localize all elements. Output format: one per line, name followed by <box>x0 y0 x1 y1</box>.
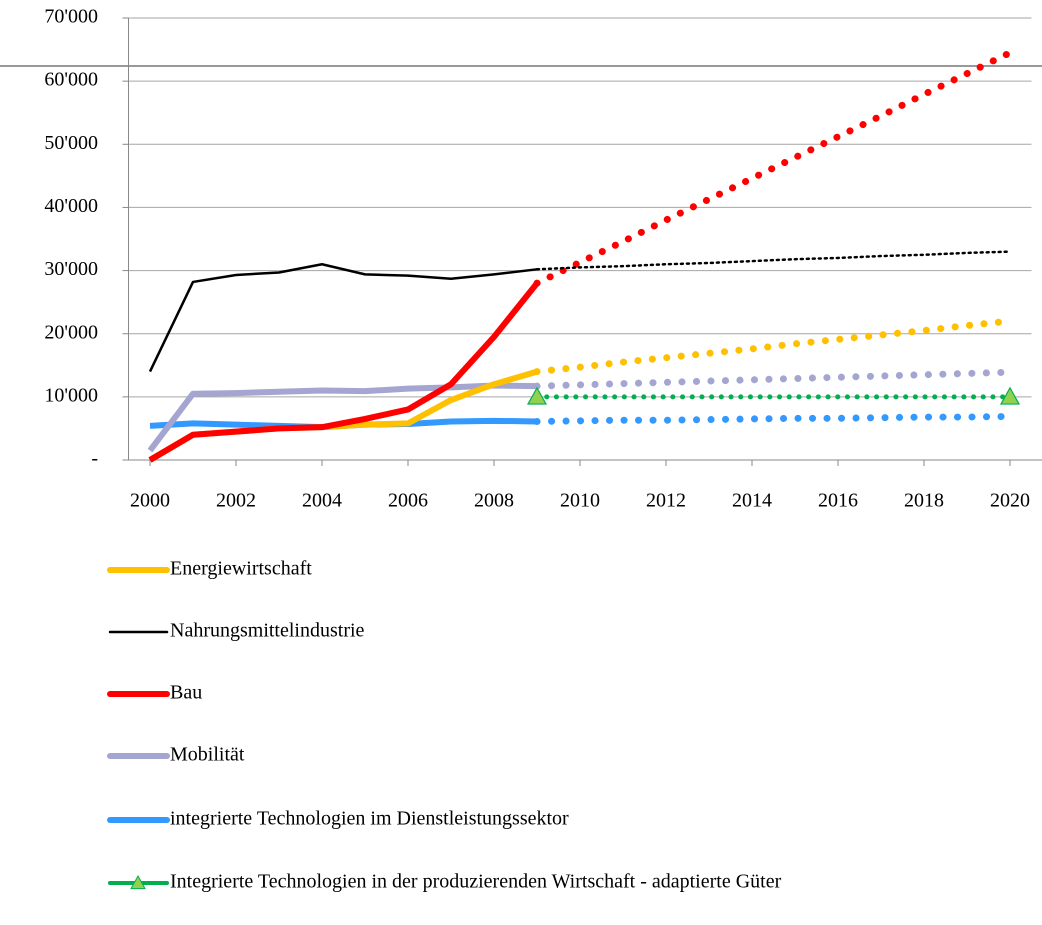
x-tick-label: 2008 <box>474 490 514 512</box>
series-line <box>148 263 538 373</box>
forecast-line <box>533 412 1014 425</box>
x-tick-label: 2004 <box>302 490 342 512</box>
legend-marker <box>130 874 146 890</box>
y-tick-label: 60'000 <box>44 69 98 91</box>
legend: Energiewirtschaft Nahrungsmittelindustrie… <box>107 558 782 893</box>
x-tick-label: 2012 <box>646 490 686 512</box>
x-tick-label: 2006 <box>388 490 428 512</box>
y-tick-label: 70'000 <box>44 6 98 28</box>
x-tick-label: 2020 <box>990 490 1030 512</box>
forecast-line <box>535 250 1012 271</box>
forecast-line <box>533 49 1014 287</box>
y-tick-label: 20'000 <box>44 321 98 343</box>
legend-label: Mobilität <box>170 744 245 766</box>
legend-label: Bau <box>170 682 202 704</box>
series-line <box>147 382 538 453</box>
y-tick-label: 50'000 <box>44 132 98 154</box>
x-tick-label: 2016 <box>818 490 858 512</box>
plot <box>147 49 1021 463</box>
marker <box>526 386 548 405</box>
legend-label: Energiewirtschaft <box>170 558 312 580</box>
grid: - 10'000 20'000 30'000 40'000 50'000 60'000 70'… <box>44 6 1042 512</box>
legend-label: Nahrungsmittelindustrie <box>170 620 365 642</box>
y-tick-label: 30'000 <box>44 258 98 280</box>
y-tick-label: 40'000 <box>44 195 98 217</box>
marker <box>999 386 1021 405</box>
forecast-line <box>533 368 1014 390</box>
series-line <box>148 281 540 463</box>
forecast-line <box>533 317 1014 376</box>
x-tick-label: 2018 <box>904 490 944 512</box>
x-tick-label: 2014 <box>732 490 772 512</box>
y-tick-label: 10'000 <box>44 384 98 406</box>
x-tick-label: 2000 <box>130 490 170 512</box>
x-tick-label: 2010 <box>560 490 600 512</box>
y-tick-label: - <box>91 448 98 470</box>
legend-label: Integrierte Technologien in der produzie… <box>170 871 782 893</box>
legend-label: integrierte Technologien im Dienstleistu… <box>170 808 569 830</box>
x-tick-label: 2002 <box>216 490 256 512</box>
